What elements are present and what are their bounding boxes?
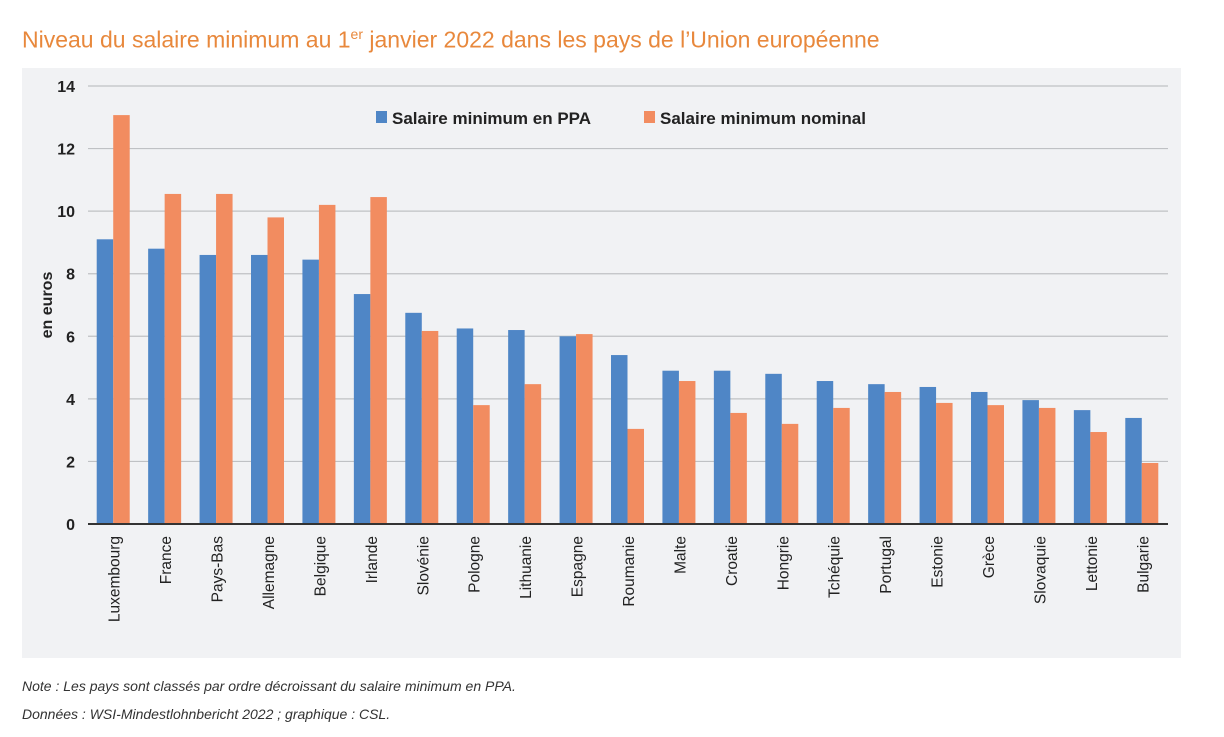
bar-ppa — [456, 328, 474, 524]
x-tick-label: Roumanie — [621, 536, 638, 607]
chart-note: Note : Les pays sont classés par ordre d… — [22, 678, 516, 694]
title-text: Niveau du salaire minimum au 1 — [22, 26, 351, 53]
bar-ppa — [251, 254, 268, 524]
bar-nominal — [267, 217, 284, 524]
bar-nominal — [1090, 432, 1107, 524]
bar-nominal — [473, 405, 490, 524]
bar-ppa — [559, 336, 577, 524]
y-tick-label: 14 — [57, 79, 75, 96]
bar-ppa — [1073, 410, 1091, 524]
bar-ppa — [868, 384, 885, 524]
bar-nominal — [524, 384, 542, 524]
bar-nominal — [421, 330, 439, 524]
x-tick-label: Hongrie — [775, 536, 792, 590]
y-tick-label: 12 — [57, 142, 75, 159]
bar-nominal — [987, 405, 1004, 524]
y-tick-label: 4 — [66, 392, 75, 409]
y-tick-label: 10 — [57, 204, 75, 221]
bar-nominal — [318, 204, 336, 524]
bar-ppa — [1125, 417, 1142, 524]
y-tick-label: 8 — [66, 267, 75, 284]
x-tick-label: France — [158, 536, 175, 584]
bar-nominal — [1141, 462, 1159, 524]
chart-source: Données : WSI-Mindestlohnbericht 2022 ; … — [22, 706, 391, 722]
x-tick-label: Tchéquie — [827, 536, 844, 598]
x-tick-label: Slovénie — [415, 536, 432, 595]
x-tick-label: Irlande — [364, 536, 381, 583]
bar-ppa — [508, 330, 525, 524]
y-tick-label: 2 — [66, 454, 75, 471]
bar-nominal — [936, 402, 953, 524]
x-tick-label: Belgique — [312, 536, 329, 596]
x-tick-label: Bulgarie — [1135, 536, 1152, 593]
x-tick-label: Grèce — [981, 536, 998, 578]
bar-nominal — [216, 193, 233, 524]
legend-label: Salaire minimum nominal — [660, 109, 866, 128]
legend-swatch — [376, 111, 387, 123]
bar-ppa — [96, 239, 114, 525]
bar-ppa — [816, 381, 834, 524]
bar-nominal — [833, 407, 850, 524]
bar-nominal — [884, 391, 902, 524]
x-tick-label: Lettonie — [1084, 536, 1101, 591]
bar-ppa — [148, 248, 165, 524]
bar-nominal — [781, 423, 799, 524]
bar-ppa — [919, 386, 937, 524]
bar-ppa — [405, 312, 422, 524]
title-text-rest: janvier 2022 dans les pays de l’Union eu… — [363, 26, 880, 53]
bar-nominal — [370, 197, 387, 525]
y-tick-label: 0 — [66, 517, 75, 534]
title-superscript: er — [350, 26, 363, 42]
bar-ppa — [353, 294, 371, 524]
x-tick-label: Estonie — [930, 536, 947, 588]
x-tick-label: Slovaquie — [1032, 536, 1049, 604]
bar-ppa — [765, 373, 782, 524]
bar-ppa — [1022, 400, 1039, 524]
bar-nominal — [113, 115, 130, 525]
x-tick-label: Pologne — [467, 536, 484, 593]
bar-nominal — [576, 334, 593, 524]
x-tick-label: Croatie — [724, 536, 741, 586]
bar-ppa — [713, 370, 731, 524]
y-tick-label: 6 — [66, 329, 75, 346]
legend-label: Salaire minimum en PPA — [392, 109, 591, 128]
bar-ppa — [971, 391, 988, 524]
legend-swatch — [644, 111, 655, 123]
bar-ppa — [199, 254, 217, 524]
bar-ppa — [611, 355, 628, 524]
x-tick-label: Lithuanie — [518, 536, 535, 599]
x-tick-label: Luxembourg — [107, 536, 124, 622]
x-tick-label: Allemagne — [261, 536, 278, 609]
x-tick-label: Malte — [672, 536, 689, 574]
bar-nominal — [164, 193, 182, 524]
bar-nominal — [678, 381, 696, 524]
x-tick-label: Pays-Bas — [210, 536, 227, 603]
x-tick-label: Portugal — [878, 536, 895, 594]
bar-nominal — [627, 428, 644, 524]
bar-nominal — [730, 412, 747, 524]
y-axis-label: en euros — [39, 272, 56, 339]
bar-nominal — [1038, 407, 1056, 524]
x-tick-label: Espagne — [570, 536, 587, 597]
bar-ppa — [302, 259, 319, 524]
chart-title: Niveau du salaire minimum au 1er janvier… — [22, 26, 880, 54]
bar-ppa — [662, 370, 679, 524]
